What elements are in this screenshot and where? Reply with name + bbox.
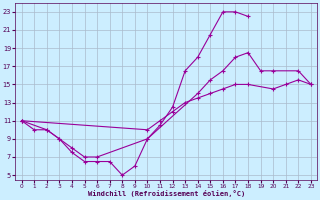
X-axis label: Windchill (Refroidissement éolien,°C): Windchill (Refroidissement éolien,°C) [88, 190, 245, 197]
